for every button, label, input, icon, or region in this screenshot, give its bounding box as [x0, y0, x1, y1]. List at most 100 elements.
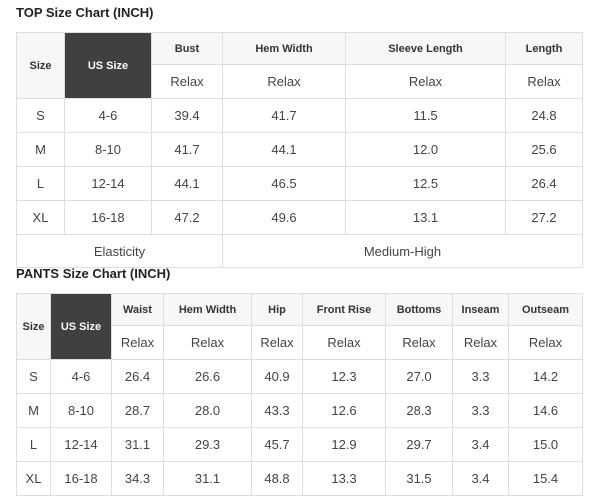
- measurement-cell: 48.8: [251, 461, 303, 496]
- measurement-cell: 40.9: [251, 359, 303, 394]
- measurement-cell: 49.6: [222, 200, 346, 235]
- measurement-cell: 27.0: [385, 359, 453, 394]
- measurement-cell: 28.7: [111, 393, 164, 428]
- measurement-cell: 45.7: [251, 427, 303, 462]
- header-row: Size US Size Bust Hem Width Sleeve Length Len…: [16, 32, 583, 99]
- top-size-table: Size US Size Bust Hem Width Sleeve Length Len…: [16, 32, 583, 268]
- column-header: Hem Width: [163, 293, 252, 326]
- table-row: L 12-14 44.1 46.5 12.5 26.4: [16, 166, 583, 201]
- header-row: Size US Size Waist Hem Width Hip Front Rise Bo…: [16, 293, 583, 360]
- relax-label: Relax: [251, 325, 303, 360]
- size-cell: M: [16, 132, 65, 167]
- measurement-cell: 15.0: [508, 427, 583, 462]
- measurement-cell: 34.3: [111, 461, 164, 496]
- table-row: M 8-10 28.7 28.0 43.3 12.6 28.3 3.3 14.6: [16, 393, 583, 428]
- size-cell: XL: [16, 461, 51, 496]
- measurement-cell: 15.4: [508, 461, 583, 496]
- measurement-cell: 46.5: [222, 166, 346, 201]
- top-chart-title: TOP Size Chart (INCH): [16, 5, 154, 20]
- measurement-cell: 43.3: [251, 393, 303, 428]
- measurement-cell: 41.7: [151, 132, 223, 167]
- us-size-cell: 4-6: [64, 98, 152, 133]
- pants-size-table: Size US Size Waist Hem Width Hip Front Rise Bo…: [16, 293, 583, 496]
- measurement-cell: 14.6: [508, 393, 583, 428]
- column-header: Outseam: [508, 293, 583, 326]
- column-header: Bottoms: [385, 293, 453, 326]
- column-header: Hem Width: [222, 32, 346, 65]
- measurement-cell: 31.1: [111, 427, 164, 462]
- us-size-cell: 4-6: [50, 359, 112, 394]
- size-cell: L: [16, 427, 51, 462]
- measurement-cell: 26.6: [163, 359, 252, 394]
- column-header: Length: [505, 32, 583, 65]
- size-cell: S: [16, 359, 51, 394]
- relax-label: Relax: [163, 325, 252, 360]
- relax-label: Relax: [505, 64, 583, 99]
- measurement-cell: 3.3: [452, 359, 509, 394]
- us-size-cell: 16-18: [50, 461, 112, 496]
- us-size-cell: 8-10: [50, 393, 112, 428]
- relax-label: Relax: [222, 64, 346, 99]
- measurement-cell: 39.4: [151, 98, 223, 133]
- measurement-cell: 44.1: [222, 132, 346, 167]
- pants-chart-title: PANTS Size Chart (INCH): [16, 266, 171, 281]
- size-header: Size: [16, 293, 51, 360]
- measurement-cell: 26.4: [505, 166, 583, 201]
- measurement-cell: 28.0: [163, 393, 252, 428]
- measurement-cell: 31.5: [385, 461, 453, 496]
- size-header: Size: [16, 32, 65, 99]
- measurement-cell: 41.7: [222, 98, 346, 133]
- relax-label: Relax: [111, 325, 164, 360]
- measurement-cell: 12.6: [302, 393, 386, 428]
- measurement-cell: 11.5: [345, 98, 506, 133]
- measurement-cell: 3.4: [452, 427, 509, 462]
- measurement-cell: 24.8: [505, 98, 583, 133]
- subheader-row: Relax Relax Relax Relax Relax Relax Relax: [17, 325, 583, 360]
- relax-label: Relax: [452, 325, 509, 360]
- table-row: XL 16-18 47.2 49.6 13.1 27.2: [16, 200, 583, 235]
- measurement-cell: 31.1: [163, 461, 252, 496]
- elasticity-value: Medium-High: [222, 234, 583, 268]
- size-cell: S: [16, 98, 65, 133]
- measurement-cell: 44.1: [151, 166, 223, 201]
- size-cell: M: [16, 393, 51, 428]
- column-header: Front Rise: [302, 293, 386, 326]
- us-size-header: US Size: [50, 293, 112, 360]
- measurement-cell: 12.9: [302, 427, 386, 462]
- us-size-cell: 16-18: [64, 200, 152, 235]
- measurement-cell: 27.2: [505, 200, 583, 235]
- size-cell: XL: [16, 200, 65, 235]
- relax-label: Relax: [385, 325, 453, 360]
- measurement-cell: 26.4: [111, 359, 164, 394]
- measurement-cell: 3.3: [452, 393, 509, 428]
- table-row: M 8-10 41.7 44.1 12.0 25.6: [16, 132, 583, 167]
- elasticity-row: Elasticity Medium-High: [16, 234, 583, 268]
- size-cell: L: [16, 166, 65, 201]
- elasticity-label: Elasticity: [16, 234, 223, 268]
- measurement-cell: 12.0: [345, 132, 506, 167]
- us-size-cell: 12-14: [50, 427, 112, 462]
- measurement-cell: 47.2: [151, 200, 223, 235]
- measurement-cell: 29.7: [385, 427, 453, 462]
- measurement-cell: 12.3: [302, 359, 386, 394]
- measurement-cell: 25.6: [505, 132, 583, 167]
- measurement-cell: 12.5: [345, 166, 506, 201]
- measurement-cell: 13.3: [302, 461, 386, 496]
- table-row: L 12-14 31.1 29.3 45.7 12.9 29.7 3.4 15.0: [16, 427, 583, 462]
- us-size-header: US Size: [64, 32, 152, 99]
- relax-label: Relax: [302, 325, 386, 360]
- column-header: Bust: [151, 32, 223, 65]
- table-row: S 4-6 26.4 26.6 40.9 12.3 27.0 3.3 14.2: [16, 359, 583, 394]
- measurement-cell: 14.2: [508, 359, 583, 394]
- measurement-cell: 29.3: [163, 427, 252, 462]
- table-row: XL 16-18 34.3 31.1 48.8 13.3 31.5 3.4 15.4: [16, 461, 583, 496]
- column-header: Hip: [251, 293, 303, 326]
- relax-label: Relax: [345, 64, 506, 99]
- measurement-cell: 28.3: [385, 393, 453, 428]
- relax-label: Relax: [151, 64, 223, 99]
- relax-label: Relax: [508, 325, 583, 360]
- measurement-cell: 3.4: [452, 461, 509, 496]
- column-header: Inseam: [452, 293, 509, 326]
- table-row: S 4-6 39.4 41.7 11.5 24.8: [16, 98, 583, 133]
- measurement-cell: 13.1: [345, 200, 506, 235]
